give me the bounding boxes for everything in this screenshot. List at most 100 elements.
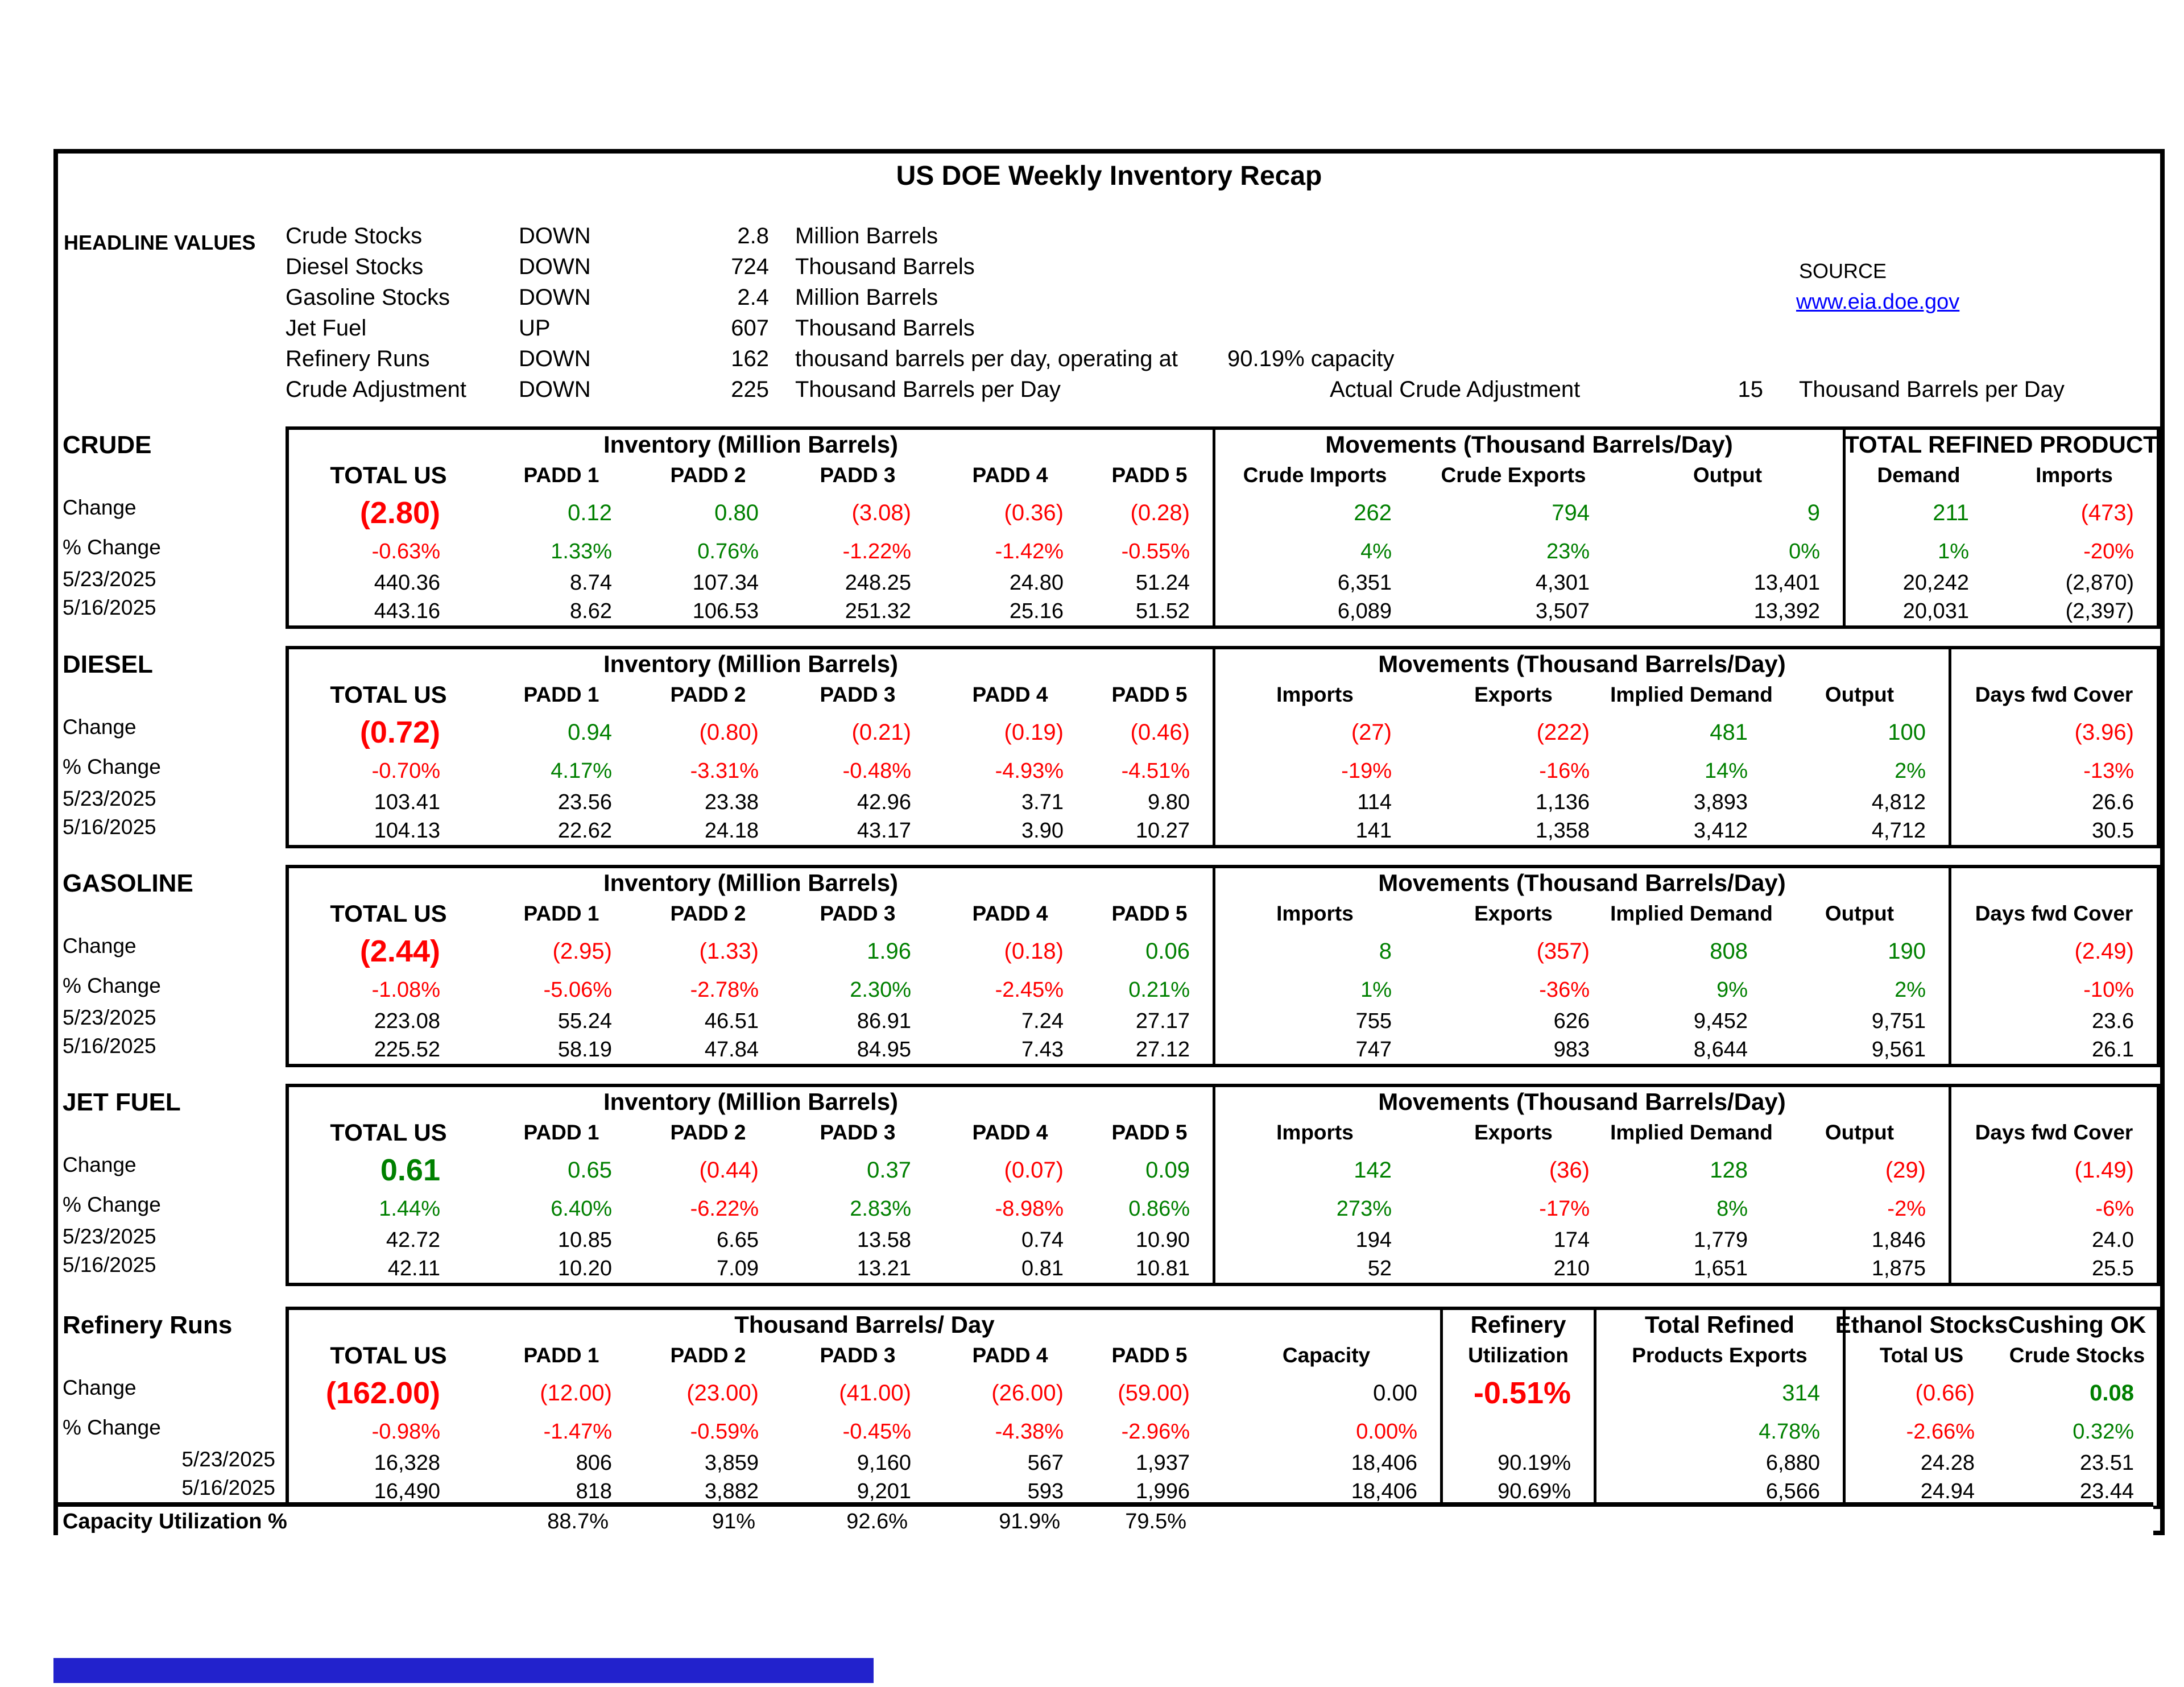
value-cell: 2%	[1895, 758, 1926, 783]
value-cell: 4%	[1213, 534, 1414, 569]
value-cell: 103.41	[374, 790, 440, 814]
row-label: % Change	[63, 974, 161, 997]
value-cell: (0.46)	[1130, 719, 1190, 745]
value-cell: 440.36	[374, 570, 440, 595]
value-cell: 0.08	[2090, 1380, 2134, 1406]
value-cell: -17%	[1539, 1196, 1590, 1221]
value-cell: 1,651	[1693, 1256, 1748, 1280]
value-cell: (2.95)	[552, 938, 613, 964]
value-cell: 223.08	[374, 1009, 440, 1033]
headline-unit: Million Barrels	[795, 223, 938, 248]
section-label: CRUDE	[63, 431, 152, 459]
value-cell: -8.98%	[995, 1196, 1064, 1221]
capacity-utilization-cell	[1839, 1507, 1994, 1536]
row-label: 5/23/2025	[63, 1006, 156, 1029]
column-header: Imports	[1213, 679, 1414, 711]
value-cell: 0.06	[1145, 938, 1190, 964]
headline-values-label: HEADLINE VALUES	[64, 231, 256, 254]
value-cell: -0.98%	[371, 1419, 440, 1444]
value-cell: 1,358	[1535, 818, 1590, 843]
value-cell: 443.16	[374, 599, 440, 623]
value-cell: 13.21	[857, 1256, 911, 1280]
headline-row: Diesel Stocks DOWN 724 Thousand Barrels	[286, 251, 1178, 282]
section-crude: CRUDE Change % Change 5/23/2025 5/16/2025 Inv…	[58, 426, 2160, 629]
column-header: PADD 5	[1111, 1344, 1188, 1367]
value-cell: 1.33%	[551, 539, 612, 563]
value-cell: -2.66%	[1843, 1415, 1997, 1449]
value-cell: (1.33)	[699, 938, 759, 964]
value-cell: 84.95	[857, 1037, 911, 1062]
value-cell: 273%	[1213, 1192, 1414, 1226]
group-header: Movements (Thousand Barrels/Day)	[1213, 649, 1949, 679]
value-cell: 10.20	[557, 1256, 612, 1280]
column-header: PADD 1	[523, 902, 599, 925]
headline-value: 724	[731, 254, 769, 279]
value-cell: 51.24	[1135, 570, 1190, 595]
value-cell: 194	[1213, 1226, 1414, 1254]
column-header: PADD 1	[523, 463, 599, 487]
row-label: % Change	[63, 1193, 161, 1216]
column-header: PADD 2	[670, 463, 746, 487]
value-cell: 808	[1710, 938, 1748, 964]
column-header: Exports	[1474, 1121, 1553, 1144]
row-label: 5/16/2025	[63, 1034, 156, 1058]
value-cell: -6.22%	[690, 1196, 759, 1221]
capacity-utilization-cell	[1437, 1507, 1590, 1536]
value-cell: 25.16	[1009, 599, 1064, 623]
column-header: PADD 3	[820, 1121, 896, 1144]
value-cell: 0.65	[568, 1157, 612, 1183]
value-cell: 818	[576, 1479, 612, 1503]
column-header: PADD 1	[523, 683, 599, 706]
column-header: Days fwd Cover	[1949, 898, 2157, 930]
diesel-table: Inventory (Million Barrels) Movements (Th…	[286, 646, 2160, 848]
headline-name: Jet Fuel	[286, 315, 367, 341]
value-cell: 593	[1027, 1479, 1064, 1503]
column-header: PADD 5	[1111, 1121, 1188, 1144]
group-header: Inventory (Million Barrels)	[603, 650, 899, 677]
column-header: Output	[1693, 463, 1763, 487]
value-cell: 0.80	[714, 500, 759, 525]
value-cell: 14%	[1704, 758, 1748, 783]
value-cell: 100	[1888, 719, 1926, 745]
column-header: Imports	[2036, 463, 2113, 487]
value-cell: -0.70%	[371, 758, 440, 783]
group-header	[1949, 868, 2157, 898]
group-header: TOTAL REFINED PRODUCT	[1843, 430, 2158, 459]
column-header: PADD 3	[820, 683, 896, 706]
row-label: 5/16/2025	[63, 815, 156, 839]
value-cell: 7.09	[717, 1256, 759, 1280]
row-label: Change	[63, 1376, 136, 1399]
source-link[interactable]: www.eia.doe.gov	[1796, 290, 1960, 314]
value-cell: (41.00)	[839, 1380, 911, 1406]
capacity-utilization-cell: 91.9%	[999, 1509, 1060, 1533]
sheet: US DOE Weekly Inventory Recap HEADLINE V…	[53, 149, 2165, 1536]
value-cell: 3,882	[704, 1479, 759, 1503]
value-cell: 141	[1213, 816, 1414, 845]
row-label: 5/23/2025	[63, 787, 156, 810]
value-cell: -1.47%	[543, 1419, 612, 1444]
value-cell: 7.43	[1021, 1037, 1064, 1062]
column-header: Exports	[1474, 902, 1553, 925]
value-cell: -2.78%	[690, 977, 759, 1002]
section-diesel: DIESEL Change % Change 5/23/2025 5/16/2025 In…	[58, 646, 2160, 848]
value-cell: -2%	[1887, 1196, 1926, 1221]
value-cell: 0.76%	[697, 539, 759, 563]
group-header: Total Refined	[1594, 1310, 1843, 1340]
value-cell: 27.12	[1135, 1037, 1190, 1062]
value-cell: 6,089	[1213, 597, 1414, 625]
headline-row: Crude Stocks DOWN 2.8 Million Barrels	[286, 221, 1178, 251]
value-cell: 10.81	[1135, 1256, 1190, 1280]
value-cell: 251.32	[845, 599, 911, 623]
value-cell: 18,406	[1351, 1450, 1417, 1475]
value-cell: (0.44)	[699, 1157, 759, 1183]
capacity-utilization-cell: 88.7%	[547, 1509, 609, 1533]
value-cell: 6.40%	[551, 1196, 612, 1221]
headline-value: 225	[731, 376, 769, 402]
value-cell: 2.30%	[850, 977, 911, 1002]
value-cell: 6.65	[717, 1228, 759, 1252]
value-cell: 3,859	[704, 1450, 759, 1475]
value-cell: 8,644	[1693, 1037, 1748, 1062]
column-header: TOTAL US	[330, 1342, 447, 1369]
value-cell: 23.51	[2079, 1450, 2134, 1475]
value-cell: 0.00%	[1356, 1419, 1417, 1444]
